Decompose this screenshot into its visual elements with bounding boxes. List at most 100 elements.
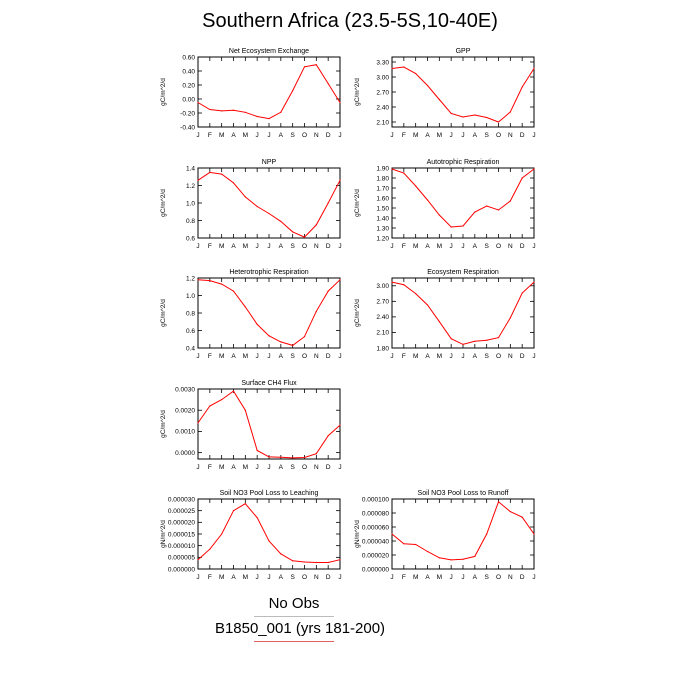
x-tick-label: A: [231, 574, 236, 581]
data-point: [450, 112, 452, 115]
x-tick-label: J: [196, 353, 199, 360]
y-axis-label: gN/m^2/d: [354, 520, 361, 548]
x-tick-label: S: [484, 574, 489, 581]
data-point: [256, 205, 258, 208]
data-point: [232, 290, 235, 292]
y-tick-label: 0.000020: [362, 552, 389, 559]
x-tick-label: S: [290, 243, 295, 250]
x-tick-label: J: [532, 243, 535, 250]
data-point: [521, 177, 523, 179]
data-point: [268, 118, 270, 120]
y-tick-label: 2.10: [376, 330, 389, 337]
data-point: [292, 344, 294, 346]
data-point: [197, 101, 199, 104]
x-tick-label: S: [484, 353, 489, 360]
data-point: [256, 323, 258, 325]
data-point: [339, 179, 341, 181]
data-point: [232, 390, 235, 392]
chart-title: Net Ecosystem Exchange: [229, 48, 309, 55]
y-tick-label: 0.8: [186, 218, 195, 225]
x-tick-label: F: [208, 353, 212, 360]
x-tick-label: A: [279, 353, 284, 360]
x-tick-label: M: [413, 574, 418, 581]
x-tick-label: S: [290, 464, 295, 471]
data-point: [474, 114, 476, 116]
x-tick-label: J: [196, 574, 199, 581]
x-tick-label: J: [267, 353, 270, 360]
x-tick-label: A: [425, 132, 430, 139]
data-point: [462, 558, 464, 560]
data-point: [197, 179, 199, 181]
x-tick-label: D: [326, 132, 331, 139]
data-point: [256, 115, 258, 118]
chart-title: NPP: [262, 159, 277, 166]
x-tick-label: D: [520, 243, 525, 250]
y-tick-label: 0.20: [182, 82, 195, 89]
y-tick-label: 0.000015: [168, 531, 195, 538]
y-axis-label: gC/m^2/d: [160, 78, 167, 106]
y-tick-label: 0.000080: [362, 510, 389, 517]
page-title: Southern Africa (23.5-5S,10-40E): [202, 10, 498, 32]
y-tick-label: 0.000005: [168, 555, 195, 562]
y-tick-label: 0.000010: [168, 543, 195, 550]
y-tick-label: 1.4: [186, 165, 195, 172]
data-point: [315, 224, 317, 226]
data-point: [474, 340, 476, 342]
y-tick-label: 1.20: [376, 235, 389, 242]
y-tick-label: 0.000025: [168, 508, 195, 515]
x-tick-label: N: [508, 574, 513, 581]
chart-panel: Net Ecosystem Exchange gC/m^2/d -0.40 -0.20…: [160, 48, 342, 139]
data-point: [327, 561, 329, 564]
data-point: [292, 90, 294, 92]
x-tick-label: S: [290, 574, 295, 581]
y-tick-label: 0.000030: [168, 496, 195, 503]
x-tick-label: O: [496, 574, 501, 581]
x-tick-label: J: [450, 353, 453, 360]
chart-panel: Heterotrophic Respiration gC/m^2/d 0.4 0.6 0…: [160, 269, 342, 360]
plot-frame: [197, 167, 341, 239]
y-tick-label: 1.30: [376, 225, 389, 232]
x-tick-label: J: [256, 353, 259, 360]
data-point: [497, 121, 500, 123]
data-point: [462, 343, 464, 345]
data-point: [415, 72, 417, 75]
x-tick-label: J: [390, 353, 393, 360]
x-tick-label: J: [390, 132, 393, 139]
x-tick-label: J: [256, 574, 259, 581]
x-tick-label: O: [496, 353, 501, 360]
y-tick-label: 2.10: [376, 119, 389, 126]
x-tick-label: S: [290, 132, 295, 139]
y-tick-label: 1.80: [376, 175, 389, 182]
chart-panel: Autotrophic Respiration gC/m^2/d 1.20 1.30 1…: [354, 159, 536, 250]
y-tick-label: -0.40: [180, 124, 195, 131]
x-tick-label: A: [473, 574, 478, 581]
y-tick-label: 0.000040: [362, 538, 389, 545]
x-tick-label: M: [219, 464, 224, 471]
x-tick-label: M: [437, 132, 442, 139]
x-tick-label: J: [461, 132, 464, 139]
data-point: [268, 212, 270, 215]
data-point: [221, 173, 223, 175]
data-point: [509, 511, 511, 513]
x-tick-label: M: [219, 243, 224, 250]
y-axis-label: gC/m^2/d: [160, 410, 167, 438]
x-tick-label: J: [196, 243, 199, 250]
x-tick-label: D: [520, 353, 525, 360]
data-point: [232, 510, 235, 512]
data-point: [497, 209, 500, 211]
data-point: [391, 281, 393, 283]
data-point: [209, 405, 211, 407]
x-tick-label: M: [437, 243, 442, 250]
y-tick-label: 2.40: [376, 314, 389, 321]
x-tick-label: J: [532, 574, 535, 581]
data-point: [403, 543, 405, 545]
data-point: [256, 449, 258, 452]
data-point: [232, 109, 235, 111]
data-point: [391, 168, 393, 170]
x-tick-label: O: [302, 353, 307, 360]
x-tick-label: J: [390, 243, 393, 250]
y-tick-label: 2.40: [376, 104, 389, 111]
plot-frame: [391, 498, 535, 570]
y-tick-label: 1.50: [376, 205, 389, 212]
data-point: [327, 435, 329, 437]
